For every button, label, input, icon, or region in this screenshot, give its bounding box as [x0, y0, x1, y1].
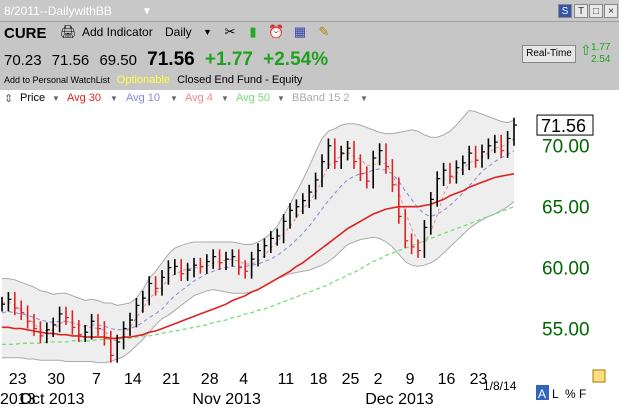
- x-tick-label: 14: [124, 371, 142, 388]
- edit-icon: [592, 369, 606, 383]
- last-price-box: [536, 114, 594, 136]
- avg30-line: [2, 173, 515, 340]
- symbol-label[interactable]: CURE: [4, 25, 47, 42]
- scale-option-%: %: [565, 387, 576, 401]
- scale-option-F: F: [579, 387, 586, 401]
- add-watchlist-link[interactable]: Add to Personal WatchList: [4, 75, 110, 85]
- month-label: Dec 2013: [365, 391, 434, 408]
- legend-bband[interactable]: BBand 15 2: [292, 92, 350, 104]
- avg10-line: [1, 150, 515, 331]
- month-label: 2013: [0, 391, 36, 408]
- close-button[interactable]: ×: [604, 4, 618, 18]
- chart-title: 8/2011--DailywithBB: [4, 4, 112, 18]
- x-tick-label: 28: [201, 371, 219, 388]
- legend-price-dropdown-icon[interactable]: ▼: [52, 94, 60, 103]
- text-button[interactable]: T: [574, 4, 588, 18]
- x-tick-label: 23: [470, 371, 488, 388]
- y-tick-label: 65.00: [542, 197, 590, 218]
- x-tick-label: 21: [162, 371, 180, 388]
- legend-avg10-dropdown-icon[interactable]: ▼: [170, 94, 178, 103]
- x-tick-label: 30: [47, 371, 65, 388]
- scale-option-A: A: [538, 387, 546, 401]
- legend-price[interactable]: Price: [20, 92, 46, 104]
- interval-dropdown-icon[interactable]: ▼: [203, 27, 212, 37]
- legend-avg30[interactable]: Avg 30: [67, 92, 102, 104]
- prev-close-value: 70.23: [4, 52, 42, 69]
- print-icon[interactable]: 🖨: [60, 24, 77, 39]
- legend-avg30-dropdown-icon[interactable]: ▼: [110, 94, 118, 103]
- price-change: +1.77: [204, 49, 253, 70]
- interval-select[interactable]: Daily: [165, 25, 192, 39]
- y-tick-label: 55.00: [542, 319, 590, 340]
- optionable-label: Optionable: [116, 74, 171, 86]
- date-label: 1/8/14: [483, 379, 517, 393]
- x-tick-label: 23: [9, 371, 27, 388]
- legend-bband-dropdown-icon[interactable]: ▼: [360, 94, 368, 103]
- maximize-button[interactable]: □: [589, 4, 603, 18]
- calendar-icon[interactable]: ▦: [293, 24, 307, 39]
- legend-avg50-dropdown-icon[interactable]: ▼: [277, 94, 285, 103]
- up-arrow-icon: ⇧: [580, 42, 592, 58]
- x-tick-label: 7: [92, 371, 101, 388]
- month-label: Nov 2013: [192, 391, 261, 408]
- add-indicator-button[interactable]: Add Indicator: [82, 25, 153, 39]
- legend-avg4[interactable]: Avg 4: [185, 92, 213, 104]
- info-row: Add to Personal WatchList Optionable Clo…: [4, 74, 302, 86]
- real-time-change-pct: 2.54: [591, 54, 611, 65]
- scale-a-bg: [536, 385, 549, 400]
- price-change-pct: +2.54%: [263, 49, 329, 70]
- y-tick-label: 70.00: [542, 137, 590, 158]
- price-chart[interactable]: 70.00 65.00 60.00 55.00 71.56 23 30 7 14 21 28 4 11 1…: [0, 108, 619, 409]
- real-time-button[interactable]: Real-Time: [522, 45, 576, 63]
- bband-upper-line: [2, 109, 515, 306]
- last-price-label: 71.56: [541, 116, 586, 136]
- alarm-icon[interactable]: ⏰: [268, 24, 285, 39]
- high-value: 71.56: [51, 52, 90, 69]
- x-tick-label: 9: [406, 371, 415, 388]
- x-tick-label: 25: [342, 371, 360, 388]
- fund-type-label: Closed End Fund - Equity: [177, 74, 303, 86]
- legend-avg10[interactable]: Avg 10: [126, 92, 161, 104]
- share-button[interactable]: S: [558, 4, 572, 18]
- x-tick-label: 11: [278, 371, 295, 388]
- avg50-line: [2, 206, 515, 346]
- real-time-change: 1.77 2.54: [591, 42, 610, 66]
- quote-row: 70.23 71.56 69.50 71.56 +1.77 +2.54%: [4, 49, 334, 71]
- scale-option-L: L: [552, 387, 559, 401]
- indicator-legend: ⇕ Price ▼ Avg 30 ▼ Avg 10 ▼ Avg 4 ▼ Avg …: [0, 90, 619, 108]
- month-label: Oct 2013: [20, 391, 85, 408]
- x-tick-label: 18: [310, 371, 328, 388]
- legend-avg50[interactable]: Avg 50: [236, 92, 271, 104]
- arrows-icon[interactable]: ⇕: [4, 93, 14, 105]
- note-icon[interactable]: ✎: [318, 24, 330, 39]
- title-dropdown-icon[interactable]: ▼: [142, 6, 152, 17]
- title-bar: 8/2011--DailywithBB ▼ S T □ ×: [0, 0, 619, 22]
- y-tick-label: 60.00: [542, 258, 590, 279]
- bar-chart-icon[interactable]: ▮: [249, 24, 257, 39]
- x-tick-label: 2: [374, 371, 383, 388]
- tools-icon[interactable]: ✂: [224, 24, 236, 39]
- real-time-change-value: 1.77: [591, 42, 611, 53]
- x-tick-label: 16: [438, 371, 456, 388]
- low-value: 69.50: [99, 52, 137, 69]
- legend-avg4-dropdown-icon[interactable]: ▼: [221, 94, 229, 103]
- last-price: 71.56: [147, 49, 195, 70]
- toolbar: CURE 🖨 Add Indicator Daily ▼ ✂ ▮ ⏰ ▦ ✎ 7…: [0, 22, 619, 90]
- x-tick-label: 4: [239, 371, 248, 388]
